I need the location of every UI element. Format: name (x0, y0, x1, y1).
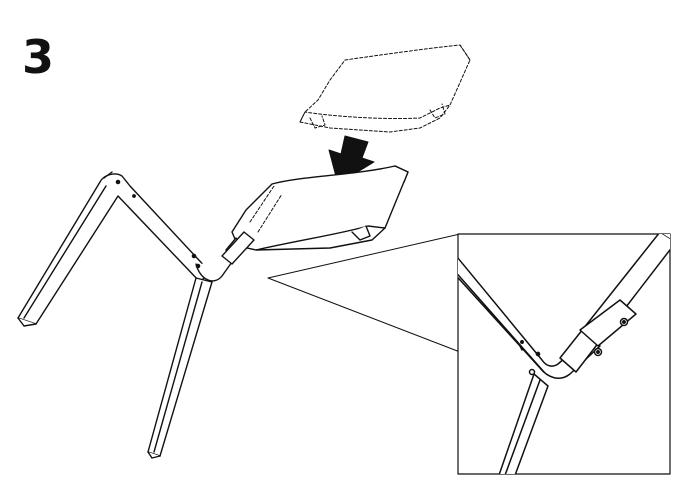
seat-cushion-ghost (299, 44, 471, 133)
detail-inset (457, 233, 671, 475)
chair-frame (17, 171, 233, 459)
detail-callout-lines (267, 233, 461, 353)
seat-shell (221, 165, 409, 265)
step-number: 3 (22, 30, 55, 84)
